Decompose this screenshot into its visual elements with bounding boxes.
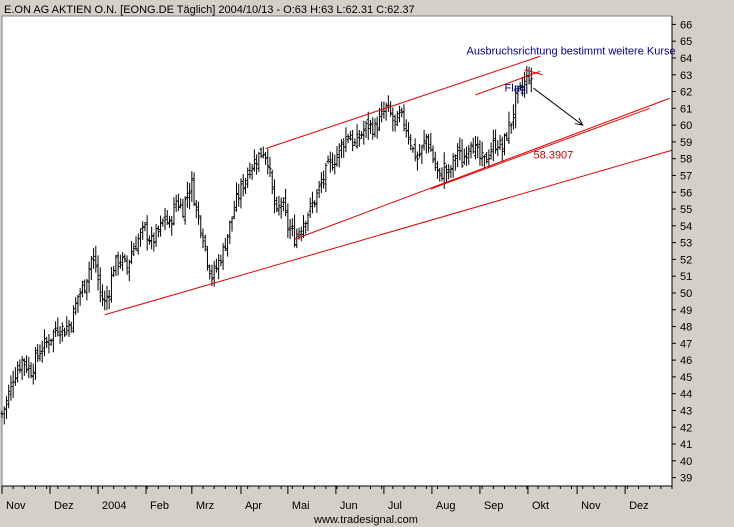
long-term-trend-line bbox=[104, 149, 673, 316]
y-tick-label: 49 bbox=[680, 305, 692, 317]
y-tick-label: 51 bbox=[680, 271, 692, 283]
x-tick-label: Aug bbox=[436, 500, 456, 512]
y-tick-label: 64 bbox=[680, 53, 692, 65]
x-tick-label: Okt bbox=[532, 500, 549, 512]
y-tick-label: 48 bbox=[680, 322, 692, 334]
y-tick-label: 65 bbox=[680, 36, 692, 48]
y-tick-label: 61 bbox=[680, 103, 692, 115]
x-tick-label: Apr bbox=[245, 500, 262, 512]
middle-channel-line bbox=[294, 97, 670, 240]
y-tick-label: 43 bbox=[680, 405, 692, 417]
x-tick-label: Dez bbox=[54, 500, 74, 512]
y-tick-label: 44 bbox=[680, 389, 692, 401]
y-tick-label: 62 bbox=[680, 87, 692, 99]
x-axis: Nov Dez 2004 Feb Mrz Apr Mai Jun Jul Aug Sep Okt Nov… bbox=[1, 485, 673, 512]
y-tick-label: 63 bbox=[680, 70, 692, 82]
x-tick-label: Sep bbox=[484, 500, 504, 512]
x-tick-label: Jun bbox=[340, 500, 358, 512]
y-tick-label: 42 bbox=[680, 422, 692, 434]
x-tick-label: 2004 bbox=[102, 500, 126, 512]
y-tick-label: 53 bbox=[680, 238, 692, 250]
y-tick-label: 52 bbox=[680, 254, 692, 266]
upper-channel-line bbox=[265, 55, 541, 150]
annotations: Ausbruchsrichtung bestimmt weitere Kurse… bbox=[467, 46, 676, 162]
y-tick-label: 46 bbox=[680, 355, 692, 367]
y-tick-label: 54 bbox=[680, 221, 692, 233]
y-tick-label: 56 bbox=[680, 187, 692, 199]
channel-inner-top-line bbox=[475, 70, 541, 96]
x-tick-label: Jul bbox=[388, 500, 402, 512]
y-tick-label: 39 bbox=[680, 473, 692, 485]
price-bars bbox=[0, 65, 533, 425]
x-tick-label: Mrz bbox=[196, 500, 214, 512]
footer-credit: www.tradesignal.com bbox=[313, 514, 418, 526]
flag-top-line bbox=[524, 69, 543, 76]
y-tick-label: 55 bbox=[680, 204, 692, 216]
arrow-head bbox=[574, 117, 584, 126]
value-label: 58.3907 bbox=[534, 150, 574, 162]
y-tick-label: 47 bbox=[680, 338, 692, 350]
chart-title: E.ON AG AKTIEN O.N. [EONG.DE Täglich] 20… bbox=[4, 4, 415, 16]
x-tick-label: Nov bbox=[6, 500, 26, 512]
y-axis: 39 40 41 42 43 44 45 46 47 48 49 50 51 52 53 54 55 56 57 58… bbox=[671, 16, 692, 486]
y-tick-label: 40 bbox=[680, 456, 692, 468]
breakout-annotation: Ausbruchsrichtung bestimmt weitere Kurse bbox=[467, 46, 676, 58]
y-tick-label: 57 bbox=[680, 170, 692, 182]
trend-lines bbox=[104, 55, 673, 316]
x-tick-label: Dez bbox=[629, 500, 649, 512]
y-tick-label: 60 bbox=[680, 120, 692, 132]
y-tick-label: 59 bbox=[680, 137, 692, 149]
y-tick-label: 45 bbox=[680, 372, 692, 384]
plot-area bbox=[1, 15, 673, 487]
y-tick-label: 66 bbox=[680, 19, 692, 31]
y-tick-label: 50 bbox=[680, 288, 692, 300]
x-tick-label: Nov bbox=[581, 500, 601, 512]
direction-arrow bbox=[533, 87, 583, 126]
y-tick-label: 41 bbox=[680, 439, 692, 451]
flag-label: Flag bbox=[505, 83, 526, 95]
x-tick-label: Mai bbox=[292, 500, 310, 512]
x-tick-label: Feb bbox=[150, 500, 169, 512]
y-tick-label: 58 bbox=[680, 154, 692, 166]
flag-base-line bbox=[430, 107, 650, 190]
